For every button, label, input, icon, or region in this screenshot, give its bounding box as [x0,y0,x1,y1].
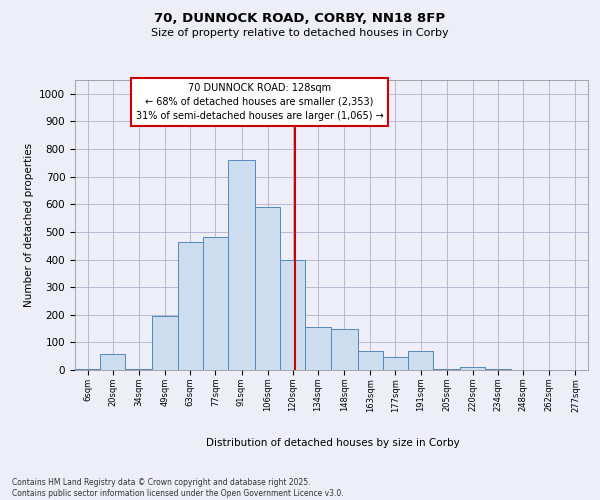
Text: Size of property relative to detached houses in Corby: Size of property relative to detached ho… [151,28,449,38]
Y-axis label: Number of detached properties: Number of detached properties [23,143,34,307]
Text: 70, DUNNOCK ROAD, CORBY, NN18 8FP: 70, DUNNOCK ROAD, CORBY, NN18 8FP [154,12,446,26]
Bar [203,238,228,370]
Bar [178,242,203,370]
Text: Contains HM Land Registry data © Crown copyright and database right 2025.
Contai: Contains HM Land Registry data © Crown c… [12,478,344,498]
Bar [433,368,460,370]
Bar [331,328,358,370]
Bar [280,260,305,370]
Bar [100,354,125,370]
Bar [383,356,408,370]
Bar [358,351,383,370]
Bar [125,369,152,370]
Bar [255,207,280,370]
Bar [460,366,485,370]
Bar [152,316,178,370]
Bar [305,327,331,370]
Bar [485,368,511,370]
Text: 70 DUNNOCK ROAD: 128sqm
← 68% of detached houses are smaller (2,353)
31% of semi: 70 DUNNOCK ROAD: 128sqm ← 68% of detache… [136,83,383,121]
Text: Distribution of detached houses by size in Corby: Distribution of detached houses by size … [206,438,460,448]
Bar [408,351,433,370]
Bar [228,160,255,370]
Bar [75,368,100,370]
